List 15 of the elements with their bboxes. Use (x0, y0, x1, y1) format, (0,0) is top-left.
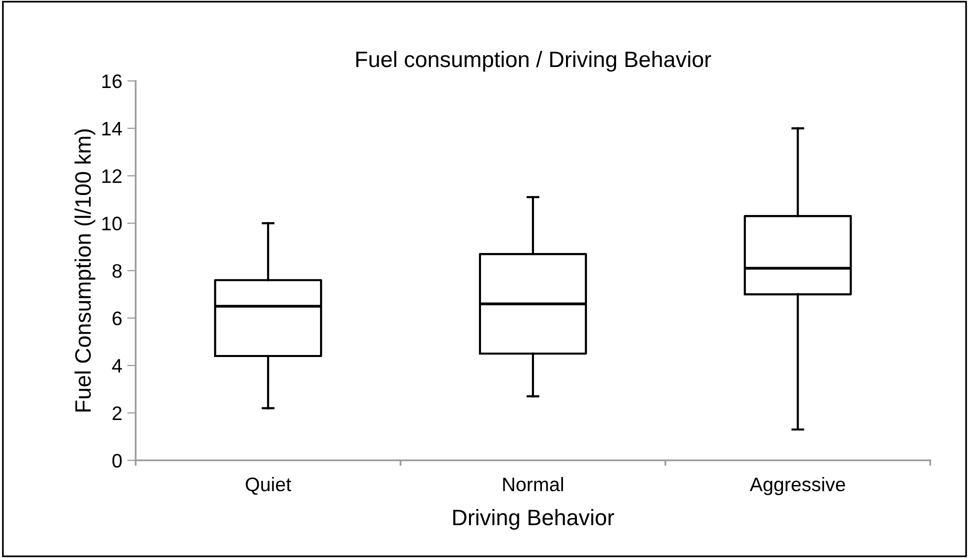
x-axis-title: Driving Behavior (453, 509, 614, 530)
chart-title: Fuel consumption / Driving Behavior (356, 50, 712, 72)
y-tick-label: 16 (102, 74, 122, 88)
x-tick-label: Normal (503, 477, 563, 492)
y-tick-label: 2 (112, 406, 122, 420)
y-tick-label: 12 (102, 169, 122, 183)
y-tick-label: 14 (102, 122, 122, 136)
x-tick-label: Aggressive (750, 477, 846, 496)
x-tick-label: Quiet (246, 477, 292, 495)
y-tick-label: 10 (102, 216, 122, 230)
y-tick-label: 6 (112, 312, 122, 326)
y-axis-title: Fuel Consumption (l/100 km) (74, 129, 96, 412)
y-tick-label: 0 (112, 454, 122, 468)
y-tick-label: 4 (112, 359, 122, 373)
y-tick-label: 8 (112, 264, 122, 278)
